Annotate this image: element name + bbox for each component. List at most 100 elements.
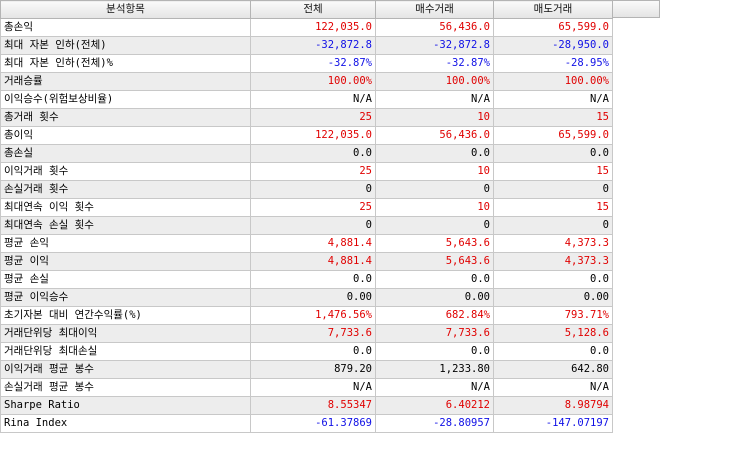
value-sell: 4,373.3 <box>493 234 613 253</box>
value-buy: 10 <box>375 108 494 127</box>
value-sell: 5,128.6 <box>493 324 613 343</box>
analysis-report-table: 분석항목 전체 매수거래 매도거래 총손익 122,035.0 56,436.0 65… <box>0 0 613 433</box>
table-row[interactable]: 손실거래 횟수 0 0 0 <box>0 180 613 199</box>
value-sell: 65,599.0 <box>493 18 613 37</box>
row-label: 평균 손익 <box>0 234 251 253</box>
table-row[interactable]: 이익거래 평균 봉수 879.20 1,233.80 642.80 <box>0 360 613 379</box>
row-label: 총손실 <box>0 144 251 163</box>
value-buy: 10 <box>375 162 494 181</box>
value-buy: 100.00% <box>375 72 494 91</box>
value-buy: 0 <box>375 216 494 235</box>
table-row[interactable]: 거래승률 100.00% 100.00% 100.00% <box>0 72 613 91</box>
value-buy: -32.87% <box>375 54 494 73</box>
value-sell: 15 <box>493 108 613 127</box>
table-row[interactable]: 총손실 0.0 0.0 0.0 <box>0 144 613 163</box>
table-row[interactable]: 최대연속 손실 횟수 0 0 0 <box>0 216 613 235</box>
value-sell: 0.0 <box>493 342 613 361</box>
value-all: -32.87% <box>250 54 376 73</box>
value-all: 0.0 <box>250 270 376 289</box>
value-all: 0 <box>250 216 376 235</box>
value-all: 25 <box>250 108 376 127</box>
value-all: 122,035.0 <box>250 18 376 37</box>
row-label: 평균 이익 <box>0 252 251 271</box>
table-row[interactable]: 최대 자본 인하(전체)% -32.87% -32.87% -28.95% <box>0 54 613 73</box>
row-label: 손실거래 횟수 <box>0 180 251 199</box>
table-row[interactable]: 총이익 122,035.0 56,436.0 65,599.0 <box>0 126 613 145</box>
row-label: Sharpe Ratio <box>0 396 251 415</box>
value-sell: -147.07197 <box>493 414 613 433</box>
table-row[interactable]: 평균 손익 4,881.4 5,643.6 4,373.3 <box>0 234 613 253</box>
value-sell: -28,950.0 <box>493 36 613 55</box>
column-header-all[interactable]: 전체 <box>250 0 376 19</box>
value-all: 0.0 <box>250 342 376 361</box>
value-all: N/A <box>250 378 376 397</box>
row-label: 평균 손실 <box>0 270 251 289</box>
value-buy: N/A <box>375 378 494 397</box>
value-buy: 5,643.6 <box>375 234 494 253</box>
value-sell: -28.95% <box>493 54 613 73</box>
value-all: N/A <box>250 90 376 109</box>
table-row[interactable]: 이익거래 횟수 25 10 15 <box>0 162 613 181</box>
row-label: 총손익 <box>0 18 251 37</box>
value-all: 1,476.56% <box>250 306 376 325</box>
value-all: 7,733.6 <box>250 324 376 343</box>
table-row[interactable]: 평균 손실 0.0 0.0 0.0 <box>0 270 613 289</box>
row-label: 초기자본 대비 연간수익률(%) <box>0 306 251 325</box>
value-buy: 682.84% <box>375 306 494 325</box>
value-all: 879.20 <box>250 360 376 379</box>
table-row[interactable]: 평균 이익승수 0.00 0.00 0.00 <box>0 288 613 307</box>
table-row[interactable]: 손실거래 평균 봉수 N/A N/A N/A <box>0 378 613 397</box>
value-buy: -32,872.8 <box>375 36 494 55</box>
table-row[interactable]: 이익승수(위험보상비율) N/A N/A N/A <box>0 90 613 109</box>
row-label: 최대 자본 인하(전체) <box>0 36 251 55</box>
row-label: 거래승률 <box>0 72 251 91</box>
value-all: -32,872.8 <box>250 36 376 55</box>
column-header-buy[interactable]: 매수거래 <box>375 0 494 19</box>
row-label: Rina Index <box>0 414 251 433</box>
row-label: 최대 자본 인하(전체)% <box>0 54 251 73</box>
row-label: 이익거래 횟수 <box>0 162 251 181</box>
row-label: 평균 이익승수 <box>0 288 251 307</box>
value-sell: 0 <box>493 216 613 235</box>
value-buy: 0 <box>375 180 494 199</box>
table-header-row: 분석항목 전체 매수거래 매도거래 <box>0 0 613 19</box>
table-row[interactable]: 총손익 122,035.0 56,436.0 65,599.0 <box>0 18 613 37</box>
table-row[interactable]: Sharpe Ratio 8.55347 6.40212 8.98794 <box>0 396 613 415</box>
value-buy: 56,436.0 <box>375 18 494 37</box>
table-row[interactable]: 평균 이익 4,881.4 5,643.6 4,373.3 <box>0 252 613 271</box>
value-buy: N/A <box>375 90 494 109</box>
table-body: 총손익 122,035.0 56,436.0 65,599.0 최대 자본 인하(전체)… <box>0 18 613 433</box>
row-label: 거래단위당 최대손실 <box>0 342 251 361</box>
table-row[interactable]: 거래단위당 최대이익 7,733.6 7,733.6 5,128.6 <box>0 324 613 343</box>
table-row[interactable]: 최대연속 이익 횟수 25 10 15 <box>0 198 613 217</box>
value-sell: 15 <box>493 162 613 181</box>
value-buy: 1,233.80 <box>375 360 494 379</box>
row-label: 손실거래 평균 봉수 <box>0 378 251 397</box>
row-label: 최대연속 이익 횟수 <box>0 198 251 217</box>
value-sell: 0.0 <box>493 270 613 289</box>
table-row[interactable]: 초기자본 대비 연간수익률(%) 1,476.56% 682.84% 793.71% <box>0 306 613 325</box>
value-buy: 0.0 <box>375 342 494 361</box>
value-all: 100.00% <box>250 72 376 91</box>
row-label: 거래단위당 최대이익 <box>0 324 251 343</box>
table-row[interactable]: 최대 자본 인하(전체) -32,872.8 -32,872.8 -28,950.0 <box>0 36 613 55</box>
value-sell: N/A <box>493 378 613 397</box>
value-all: 8.55347 <box>250 396 376 415</box>
value-all: 122,035.0 <box>250 126 376 145</box>
value-sell: 4,373.3 <box>493 252 613 271</box>
column-header-sell[interactable]: 매도거래 <box>493 0 613 19</box>
column-header-item[interactable]: 분석항목 <box>0 0 251 19</box>
value-all: 0 <box>250 180 376 199</box>
value-all: 4,881.4 <box>250 252 376 271</box>
row-label: 이익거래 평균 봉수 <box>0 360 251 379</box>
value-sell: 15 <box>493 198 613 217</box>
table-row[interactable]: 거래단위당 최대손실 0.0 0.0 0.0 <box>0 342 613 361</box>
table-row[interactable]: Rina Index -61.37869 -28.80957 -147.07197 <box>0 414 613 433</box>
value-sell: 65,599.0 <box>493 126 613 145</box>
table-row[interactable]: 총거래 횟수 25 10 15 <box>0 108 613 127</box>
value-all: 4,881.4 <box>250 234 376 253</box>
value-sell: N/A <box>493 90 613 109</box>
value-buy: 10 <box>375 198 494 217</box>
row-label: 총이익 <box>0 126 251 145</box>
value-buy: 0.0 <box>375 270 494 289</box>
